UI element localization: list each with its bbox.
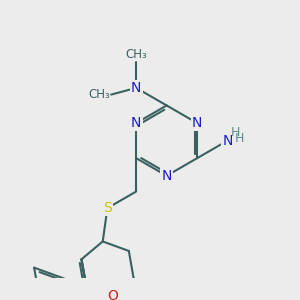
Text: H: H (235, 132, 244, 145)
Text: N: N (161, 169, 172, 183)
Text: O: O (107, 289, 118, 300)
Text: N: N (131, 116, 141, 130)
Text: H: H (230, 126, 240, 139)
Text: N: N (222, 134, 233, 148)
Text: CH₃: CH₃ (125, 48, 147, 61)
Text: S: S (103, 201, 112, 215)
Text: N: N (131, 81, 141, 95)
Text: N: N (192, 116, 202, 130)
Text: CH₃: CH₃ (88, 88, 110, 101)
